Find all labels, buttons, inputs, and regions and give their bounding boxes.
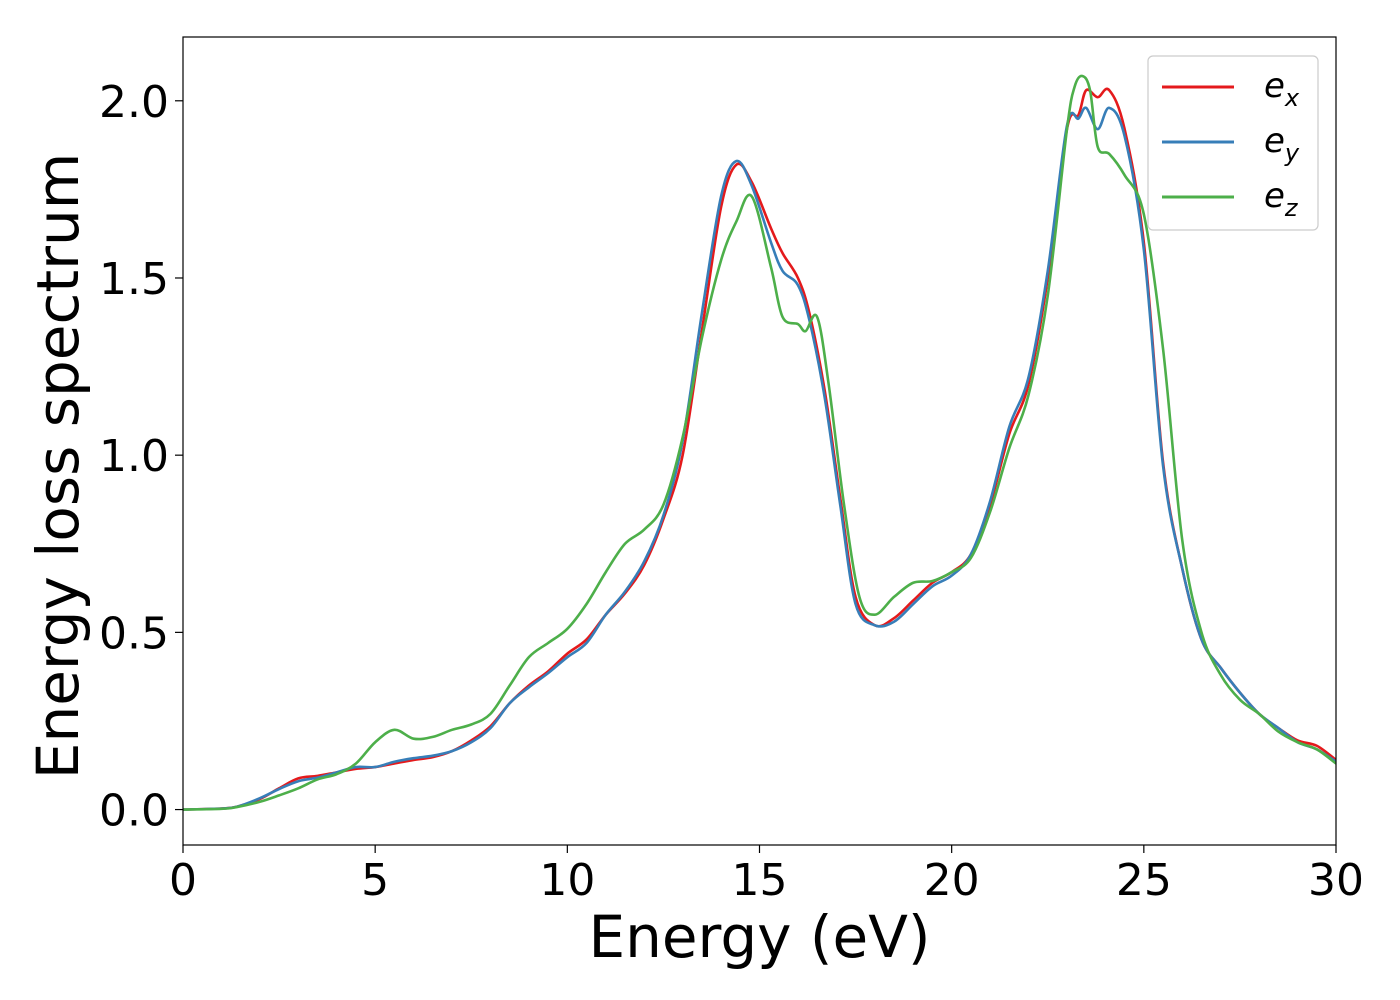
x-tick-label: 5 [361,855,389,906]
y-tick-0.5: 0.5 [99,608,183,659]
y-axis-ticks: 0.0 0.5 1.0 1.5 2.0 [99,77,183,837]
x-tick-label: 30 [1308,855,1364,906]
y-tick-1.5: 1.5 [99,254,183,305]
legend-label: ez [1264,176,1299,222]
legend-label: ey [1264,121,1300,167]
x-axis-ticks: 0 5 10 15 20 25 30 [169,845,1364,906]
x-axis-label: Energy (eV) [588,903,930,971]
series-line-e-y [183,106,1336,811]
y-tick-label: 0.5 [99,608,169,659]
legend-label: ex [1264,66,1300,112]
legend-entry-e-x: ex [1162,66,1300,112]
x-tick-10: 10 [539,845,595,906]
x-tick-0: 0 [169,845,197,906]
y-tick-label: 2.0 [99,77,169,128]
x-tick-5: 5 [361,845,389,906]
x-tick-30: 30 [1308,845,1364,906]
x-tick-label: 15 [732,855,788,906]
x-tick-label: 20 [924,855,980,906]
legend: ex ey ez [1147,55,1319,231]
x-tick-20: 20 [924,845,980,906]
legend-entry-e-y: ey [1162,121,1300,167]
x-tick-25: 25 [1116,845,1172,906]
legend-entry-e-z: ez [1162,176,1299,222]
y-axis-label: Energy loss spectrum [24,153,92,779]
x-tick-15: 15 [732,845,788,906]
y-tick-0.0: 0.0 [99,786,183,837]
y-tick-1.0: 1.0 [99,431,183,482]
x-tick-label: 10 [539,855,595,906]
x-tick-label: 0 [169,855,197,906]
y-tick-label: 0.0 [99,786,169,837]
x-tick-label: 25 [1116,855,1172,906]
y-tick-label: 1.5 [99,254,169,305]
series-line-e-z [183,74,1336,811]
series-layer [183,74,1336,811]
y-tick-2.0: 2.0 [99,77,183,128]
y-tick-label: 1.0 [99,431,169,482]
